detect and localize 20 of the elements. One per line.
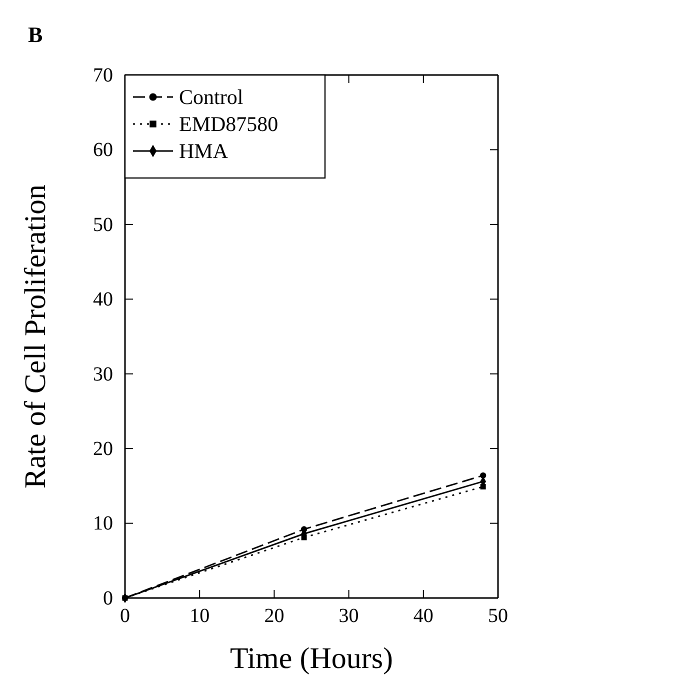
y-tick-label: 70 [93, 64, 113, 86]
y-tick-label: 20 [93, 438, 113, 460]
legend-label: EMD87580 [179, 112, 278, 136]
y-tick-label: 40 [93, 288, 113, 311]
x-tick-label: 40 [413, 605, 434, 628]
x-tick-label: 50 [488, 605, 508, 628]
x-tick-label: 20 [264, 605, 284, 628]
y-tick-label: 0 [103, 587, 113, 610]
legend-label: Control [179, 85, 244, 109]
y-tick-label: 60 [93, 139, 113, 162]
x-tick-label: 30 [338, 605, 359, 628]
y-tick-label: 10 [93, 512, 113, 535]
y-tick-label: 50 [93, 214, 113, 236]
y-tick-label: 30 [93, 363, 113, 386]
x-tick-label: 10 [190, 605, 210, 628]
legend-label: HMA [179, 139, 229, 163]
x-axis-title: Time (Hours) [230, 642, 394, 675]
y-axis-title: Rate of Cell Proliferation [19, 184, 52, 489]
text: B [28, 22, 43, 47]
x-tick-label: 0 [120, 605, 130, 628]
